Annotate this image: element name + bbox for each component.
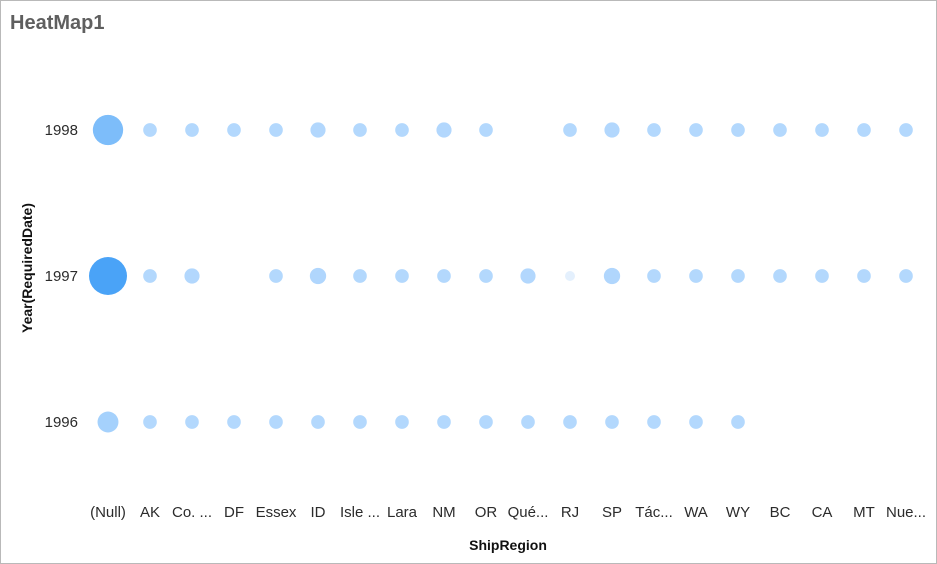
x-tick-label: (Null): [90, 504, 126, 521]
y-axis-title: Year(RequiredDate): [19, 203, 35, 333]
x-tick-label: ID: [311, 504, 326, 521]
x-tick-label: Co. ...: [172, 504, 212, 521]
heatmap-bubble[interactable]: [647, 269, 661, 283]
x-tick-label: Qué...: [508, 504, 549, 521]
heatmap-bubble[interactable]: [269, 123, 283, 137]
heatmap-bubble[interactable]: [731, 415, 745, 429]
heatmap-bubble[interactable]: [689, 123, 703, 137]
heatmap-bubble[interactable]: [563, 415, 577, 429]
heatmap-bubble[interactable]: [857, 123, 871, 137]
heatmap-bubble[interactable]: [689, 415, 703, 429]
heatmap-bubble[interactable]: [815, 269, 829, 283]
heatmap-bubble[interactable]: [309, 267, 327, 285]
x-tick-label: NM: [432, 504, 455, 521]
heatmap-bubble[interactable]: [773, 269, 787, 283]
heatmap-bubble[interactable]: [521, 415, 535, 429]
heatmap-bubble[interactable]: [689, 269, 703, 283]
heatmap-bubble[interactable]: [311, 415, 325, 429]
x-tick-label: SP: [602, 504, 622, 521]
heatmap-bubble[interactable]: [395, 269, 409, 283]
heatmap-bubble[interactable]: [857, 269, 871, 283]
heatmap-bubble[interactable]: [563, 123, 577, 137]
x-tick-label: DF: [224, 504, 244, 521]
heatmap-bubble[interactable]: [143, 123, 157, 137]
x-tick-label: Essex: [256, 504, 297, 521]
heatmap-bubble[interactable]: [647, 415, 661, 429]
heatmap-bubble[interactable]: [143, 415, 157, 429]
heatmap-bubble[interactable]: [92, 114, 124, 146]
heatmap-bubble[interactable]: [479, 123, 493, 137]
heatmap-bubble[interactable]: [437, 415, 451, 429]
heatmap-bubble[interactable]: [269, 415, 283, 429]
heatmap-bubble[interactable]: [269, 269, 283, 283]
heatmap-bubble[interactable]: [815, 123, 829, 137]
heatmap-bubble[interactable]: [310, 122, 326, 138]
heatmap-bubble[interactable]: [143, 269, 157, 283]
y-tick-label: 1998: [45, 122, 78, 139]
widget-title: HeatMap1: [10, 12, 105, 34]
heatmap-bubble[interactable]: [436, 122, 452, 138]
heatmap-bubble[interactable]: [353, 269, 367, 283]
heatmap-bubble[interactable]: [604, 122, 620, 138]
x-tick-label: Isle ...: [340, 504, 380, 521]
heatmap-bubble[interactable]: [899, 269, 913, 283]
x-tick-label: AK: [140, 504, 160, 521]
x-tick-label: MT: [853, 504, 875, 521]
heatmap-bubble[interactable]: [520, 268, 536, 284]
x-axis-title: ShipRegion: [469, 537, 547, 553]
x-tick-label: Nue...: [886, 504, 926, 521]
heatmap-bubble[interactable]: [185, 123, 199, 137]
x-tick-label: CA: [812, 504, 833, 521]
heatmap-bubble[interactable]: [647, 123, 661, 137]
heatmap-bubble[interactable]: [395, 123, 409, 137]
heatmap-bubble[interactable]: [603, 267, 621, 285]
x-tick-label: Tác...: [635, 504, 673, 521]
heatmap-bubble[interactable]: [395, 415, 409, 429]
x-tick-label: WA: [684, 504, 708, 521]
x-tick-label: Lara: [387, 504, 418, 521]
heatmap-bubble[interactable]: [605, 415, 619, 429]
heatmap-bubble[interactable]: [97, 411, 119, 433]
heatmap-bubble[interactable]: [353, 415, 367, 429]
heatmap-bubble[interactable]: [89, 257, 127, 295]
heatmap-bubble[interactable]: [353, 123, 367, 137]
heatmap-bubble[interactable]: [479, 415, 493, 429]
heatmap-bubble[interactable]: [565, 271, 575, 281]
heatmap-bubble[interactable]: [227, 415, 241, 429]
x-tick-label: BC: [770, 504, 791, 521]
heatmap-bubble[interactable]: [479, 269, 493, 283]
heatmap-bubble[interactable]: [773, 123, 787, 137]
heatmap-bubble[interactable]: [184, 268, 200, 284]
y-tick-label: 1996: [45, 414, 78, 431]
heatmap-bubble[interactable]: [731, 123, 745, 137]
y-tick-label: 1997: [45, 268, 78, 285]
heatmap-bubble[interactable]: [437, 269, 451, 283]
x-tick-label: RJ: [561, 504, 579, 521]
heatmap-bubble[interactable]: [731, 269, 745, 283]
x-tick-label: OR: [475, 504, 498, 521]
heatmap-bubble[interactable]: [899, 123, 913, 137]
heatmap-bubble[interactable]: [185, 415, 199, 429]
x-tick-label: WY: [726, 504, 750, 521]
heatmap-bubble[interactable]: [227, 123, 241, 137]
